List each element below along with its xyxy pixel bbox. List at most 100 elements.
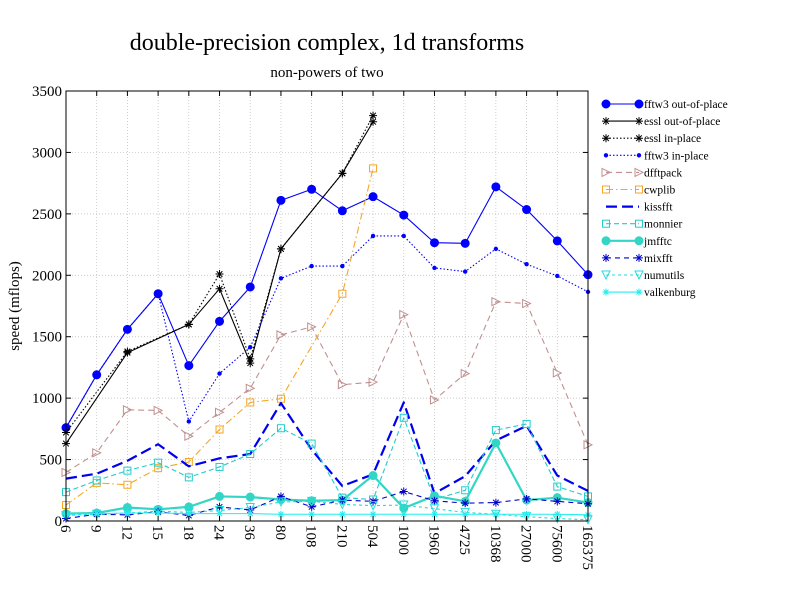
legend-label: mixfft — [644, 253, 673, 265]
chart-title: double-precision complex, 1d transforms — [130, 30, 525, 56]
data-point — [184, 507, 194, 518]
data-point — [522, 205, 532, 215]
legend-label: numutils — [644, 270, 685, 282]
x-tick-label: 9 — [88, 525, 104, 533]
data-point — [429, 395, 440, 405]
data-point — [276, 244, 285, 253]
legend-marker — [634, 167, 645, 178]
legend-label: essl in-place — [644, 133, 701, 145]
data-point — [368, 471, 378, 481]
grid — [65, 90, 589, 522]
legend-marker — [635, 185, 643, 194]
data-point — [491, 438, 501, 448]
legend-marker — [602, 134, 610, 143]
legend-item: kissfft — [606, 202, 673, 214]
x-tick-label: 15 — [149, 525, 165, 540]
series-line — [65, 490, 589, 520]
x-tick-label: 24 — [211, 525, 227, 541]
data-point — [92, 448, 102, 458]
data-point — [276, 424, 285, 433]
legend-label: essl out-of-place — [644, 116, 720, 128]
data-point — [184, 361, 194, 371]
x-tick-label: 36 — [241, 525, 257, 541]
legend-label: cwplib — [644, 185, 676, 197]
legend-marker — [602, 117, 610, 126]
data-point — [184, 473, 193, 482]
data-point — [94, 372, 99, 377]
data-point — [368, 501, 378, 511]
data-point — [307, 184, 317, 194]
data-point — [368, 377, 379, 387]
data-point — [246, 398, 255, 407]
data-point — [154, 509, 162, 517]
data-point — [248, 344, 253, 350]
data-point — [461, 499, 470, 508]
x-tick-label: 27000 — [518, 525, 534, 563]
x-tick-label: 75600 — [548, 525, 564, 563]
data-point — [154, 464, 163, 473]
legend-item: dfftpack — [601, 167, 682, 179]
data-point — [491, 498, 500, 507]
data-point — [522, 298, 532, 309]
series-line — [65, 401, 589, 495]
data-point — [276, 492, 285, 501]
series-kissfft — [65, 401, 589, 495]
data-point — [216, 510, 224, 518]
data-point — [553, 510, 561, 518]
y-tick-label: 500 — [40, 453, 63, 469]
data-point — [429, 238, 439, 248]
x-tick-label: 108 — [303, 525, 319, 548]
legend-marker — [603, 153, 609, 158]
data-point — [553, 482, 562, 491]
data-point — [153, 405, 164, 416]
legend-label: kissfft — [644, 202, 673, 214]
data-point — [522, 494, 531, 503]
x-tick-label: 504 — [364, 525, 380, 548]
y-tick-label: 2000 — [32, 268, 62, 284]
x-tick-label: 80 — [272, 525, 288, 540]
legend-item: monnier — [602, 219, 682, 231]
data-point — [217, 371, 222, 376]
series-cwplib — [62, 164, 378, 510]
series-essl-in-place — [62, 111, 378, 437]
legend-item: essl in-place — [602, 133, 701, 145]
legend-marker — [634, 99, 644, 109]
legend-label: monnier — [644, 219, 682, 231]
data-point — [430, 496, 439, 505]
data-point — [276, 195, 286, 205]
data-point — [491, 296, 502, 307]
data-point — [523, 510, 531, 518]
data-point — [461, 486, 470, 495]
series-jmfftc — [61, 438, 593, 519]
series-line — [65, 186, 589, 428]
data-point — [338, 289, 347, 298]
y-axis: 0 500 1000 1500 2000 2500 3000 3500 — [32, 84, 588, 530]
x-tick-label: 4725 — [456, 525, 472, 555]
data-point — [184, 502, 194, 512]
data-point — [401, 233, 406, 239]
legend-marker — [635, 117, 643, 126]
legend-marker — [601, 99, 611, 109]
legend-item: mixfft — [602, 253, 673, 265]
legend-item: jmfftc — [601, 236, 672, 248]
data-point — [307, 502, 316, 511]
data-point — [277, 510, 285, 518]
data-point — [368, 192, 378, 202]
legend-marker — [602, 253, 610, 262]
data-point — [309, 263, 314, 269]
series-line — [65, 121, 374, 444]
data-point — [246, 359, 255, 368]
chart-subtitle: non-powers of two — [270, 65, 383, 81]
y-tick-label: 1000 — [32, 391, 62, 407]
legend-marker — [634, 236, 644, 246]
legend-label: jmfftc — [643, 236, 672, 248]
data-point — [552, 236, 562, 246]
series-fftw3-in-place — [63, 233, 591, 430]
legend-item: valkenburg — [602, 287, 696, 299]
data-point — [186, 419, 192, 424]
legend-item: numutils — [601, 270, 685, 282]
plot-area — [61, 111, 594, 525]
data-point — [337, 499, 348, 510]
data-point — [369, 111, 378, 120]
data-point — [278, 276, 284, 281]
